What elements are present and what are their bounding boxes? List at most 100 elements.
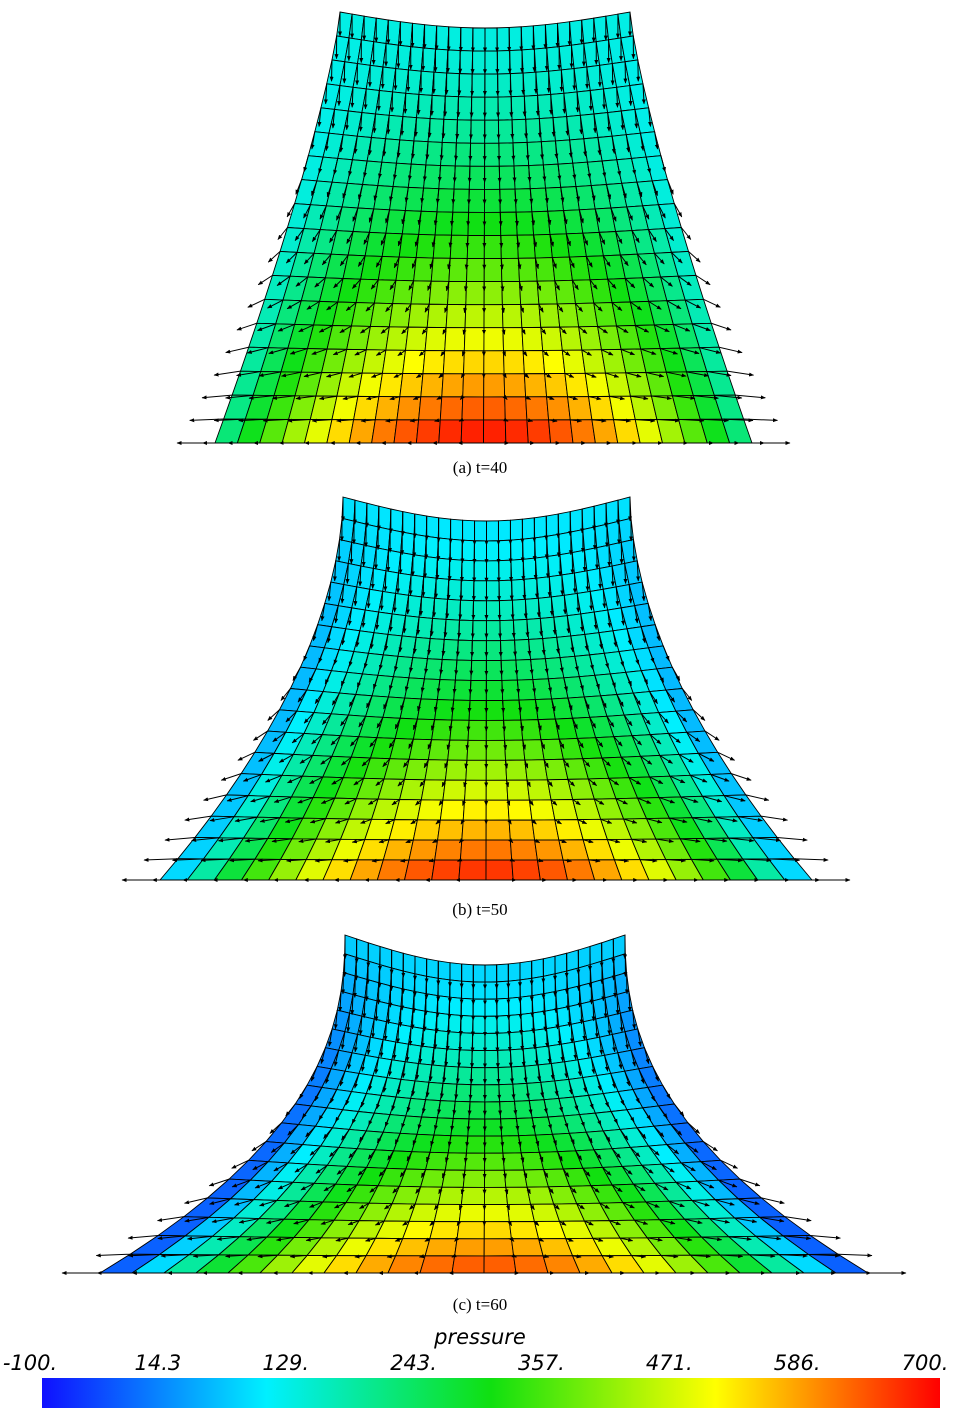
mesh-cell xyxy=(420,187,440,213)
velocity-arrow xyxy=(409,418,419,423)
velocity-arrow xyxy=(688,251,701,263)
velocity-arrow xyxy=(631,158,637,175)
mesh-cell xyxy=(557,511,572,535)
velocity-arrow xyxy=(303,372,322,378)
colorbar-tick-label: 471. xyxy=(646,1351,693,1375)
mesh-cell xyxy=(483,327,504,352)
velocity-arrow xyxy=(295,179,303,195)
velocity-arrow xyxy=(345,110,350,131)
mesh-cell xyxy=(521,326,544,352)
velocity-arrow xyxy=(333,278,344,289)
velocity-arrow xyxy=(581,349,592,356)
mesh-cell xyxy=(464,1152,486,1171)
mesh-cell xyxy=(395,256,417,282)
mesh-cell xyxy=(512,618,530,641)
velocity-arrow xyxy=(201,394,233,400)
velocity-arrow xyxy=(565,116,570,136)
mesh-cell xyxy=(452,1100,471,1120)
velocity-arrow xyxy=(410,1008,415,1030)
mesh-cell xyxy=(521,48,537,74)
velocity-arrow xyxy=(706,371,732,377)
velocity-arrow xyxy=(392,163,397,180)
velocity-arrow xyxy=(448,235,453,248)
velocity-arrow xyxy=(326,301,339,311)
mesh-cell xyxy=(483,1204,510,1223)
mesh-cell xyxy=(485,679,504,701)
mesh-cell xyxy=(443,618,460,641)
mesh-cell xyxy=(441,638,459,661)
velocity-arrow xyxy=(838,1253,873,1258)
mesh-cell xyxy=(497,1049,512,1068)
mesh-cell xyxy=(438,165,456,190)
velocity-arrow xyxy=(664,228,674,241)
mesh-cell xyxy=(569,419,596,444)
mesh-cell xyxy=(451,699,471,721)
mesh-cell xyxy=(444,1152,467,1171)
mesh-cell xyxy=(496,963,509,983)
mesh-cell xyxy=(484,1067,500,1086)
velocity-arrow xyxy=(289,348,308,355)
mesh-cell xyxy=(459,1032,474,1051)
mesh-cell xyxy=(390,967,404,990)
mesh-cell xyxy=(348,419,376,444)
velocity-arrow xyxy=(385,418,398,423)
mesh-cell xyxy=(526,141,544,166)
velocity-arrow xyxy=(329,230,338,243)
velocity-arrow xyxy=(397,233,403,247)
velocity-arrow xyxy=(628,85,633,107)
velocity-arrow xyxy=(390,91,395,113)
velocity-arrow xyxy=(331,109,336,129)
mesh-cell xyxy=(466,234,485,260)
velocity-arrow xyxy=(311,180,318,197)
velocity-arrow xyxy=(597,137,602,156)
mesh-cell xyxy=(425,975,439,997)
mesh-cell xyxy=(468,165,486,190)
velocity-arrow xyxy=(570,418,583,423)
mesh-cell xyxy=(516,234,536,259)
velocity-arrow xyxy=(449,212,454,226)
caption: (a) t=40 xyxy=(453,458,507,477)
mesh-cell xyxy=(471,1032,486,1052)
mesh-cell xyxy=(468,699,487,721)
mesh-cell xyxy=(484,96,499,121)
velocity-arrow xyxy=(436,395,443,400)
mesh-cell xyxy=(414,955,428,977)
velocity-arrow xyxy=(502,350,506,357)
mesh-cell xyxy=(526,779,552,801)
mesh-cell xyxy=(485,839,513,861)
velocity-arrow xyxy=(607,278,617,289)
velocity-arrow xyxy=(429,257,434,270)
mesh-cell xyxy=(508,26,523,52)
mesh-cell xyxy=(353,395,380,421)
velocity-arrow xyxy=(597,326,608,334)
mesh-cell xyxy=(353,499,368,525)
mesh-cell xyxy=(458,50,474,75)
velocity-arrow xyxy=(575,303,583,312)
velocity-arrow xyxy=(367,137,372,156)
mesh-cell xyxy=(433,1203,462,1223)
velocity-arrow xyxy=(578,326,588,334)
velocity-arrow xyxy=(625,372,642,378)
mesh-cell xyxy=(473,540,487,562)
velocity-arrow xyxy=(615,231,623,244)
mesh-cell xyxy=(357,372,383,397)
velocity-arrow xyxy=(673,203,683,218)
velocity-arrow xyxy=(306,300,320,310)
mesh-cell xyxy=(449,234,469,259)
velocity-arrow xyxy=(639,133,645,152)
mesh-cell xyxy=(462,373,485,398)
mesh-cell xyxy=(515,211,535,236)
mesh-cell xyxy=(388,303,412,328)
velocity-arrow xyxy=(672,395,696,400)
mesh-cell xyxy=(502,327,524,352)
velocity-arrow xyxy=(673,323,691,332)
mesh-cell xyxy=(437,960,451,981)
mesh-cell xyxy=(485,600,501,622)
velocity-arrow xyxy=(314,277,326,288)
mesh-cell xyxy=(469,1084,486,1103)
mesh-cell xyxy=(483,1255,517,1274)
velocity-arrow xyxy=(525,395,532,400)
velocity-arrow xyxy=(585,570,590,592)
mesh-cell xyxy=(497,96,513,121)
velocity-arrow xyxy=(434,418,441,423)
